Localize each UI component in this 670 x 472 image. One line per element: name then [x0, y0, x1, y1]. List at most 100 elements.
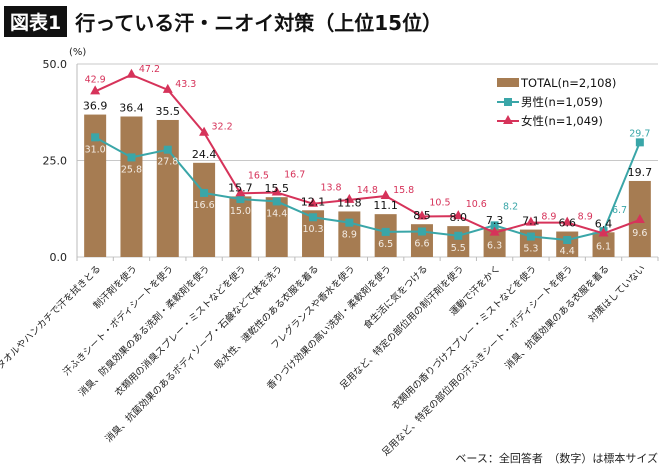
marker-female	[199, 126, 210, 136]
base-note: ベース：全回答者 （数字）は標本サイズ	[455, 452, 658, 465]
figure-title: 図表1 行っている汗・ニオイ対策（上位15位）	[4, 5, 443, 37]
legend-label-total: TOTAL(n=2,108)	[520, 76, 616, 90]
bar-total	[338, 211, 361, 257]
marker-male	[236, 195, 245, 204]
data-label-total: 8.5	[413, 209, 431, 222]
data-label-female: 6.1	[596, 241, 611, 252]
y-tick-label: 50.0	[43, 58, 68, 71]
marker-female	[489, 226, 500, 236]
marker-female	[453, 210, 464, 220]
data-label-male: 15.0	[230, 206, 251, 217]
marker-female	[634, 213, 645, 223]
marker-female	[162, 83, 173, 93]
x-category-label: 足用など、特定の部位用の制汗剤を使う	[337, 263, 466, 392]
data-label-total: 15.5	[264, 182, 289, 195]
data-label-total: 35.5	[156, 105, 181, 118]
data-label-total: 36.9	[83, 100, 108, 113]
marker-female	[416, 210, 427, 220]
data-label-female: 16.5	[248, 170, 269, 181]
marker-male	[381, 227, 390, 236]
data-label-male: 6.7	[612, 205, 627, 216]
data-label-total: 6.6	[558, 217, 576, 230]
data-label-male: 14.4	[266, 208, 287, 219]
data-label-female: 8.9	[541, 212, 556, 223]
data-label-female: 9.6	[632, 228, 647, 239]
marker-male	[163, 145, 172, 154]
marker-female	[344, 193, 355, 203]
data-label-total: 8.0	[450, 211, 468, 224]
bar-total	[265, 197, 288, 257]
marker-female	[380, 190, 391, 200]
data-label-total: 24.4	[192, 148, 217, 161]
marker-male	[127, 153, 136, 162]
data-label-female: 43.3	[175, 79, 196, 90]
marker-male	[454, 231, 463, 240]
marker-male	[309, 213, 318, 222]
bar-total	[592, 232, 615, 257]
figure-badge: 図表1	[4, 5, 68, 37]
marker-male	[91, 133, 100, 142]
data-label-female: 16.7	[284, 170, 305, 181]
data-label-female: 15.8	[393, 185, 414, 196]
marker-male	[272, 197, 281, 206]
data-label-male: 8.9	[342, 230, 357, 241]
data-label-total: 15.7	[228, 181, 253, 194]
marker-male	[635, 138, 644, 147]
data-label-female: 13.8	[320, 183, 341, 194]
data-label-male: 5.5	[451, 243, 466, 254]
marker-male	[526, 232, 535, 241]
marker-male	[563, 236, 572, 245]
marker-male	[200, 188, 209, 197]
data-label-female: 8.9	[578, 212, 593, 223]
bar-total	[84, 114, 107, 257]
marker-female	[235, 187, 246, 197]
data-label-total: 7.3	[486, 214, 504, 227]
data-label-female: 47.2	[139, 64, 160, 75]
marker-female	[271, 186, 282, 196]
data-label-male: 5.3	[523, 244, 538, 255]
data-label-total: 11.8	[337, 196, 362, 209]
data-label-male: 8.2	[503, 201, 518, 212]
legend-label-female: 女性(n=1,049)	[521, 114, 603, 128]
marker-female	[308, 197, 319, 207]
x-category-label: 香りづけ効果の高い洗剤・柔軟剤を使う	[264, 263, 393, 392]
data-label-male: 27.8	[157, 157, 178, 168]
x-category-label: 衣類用の消臭スプレー・ミストなどを使う	[112, 263, 248, 399]
data-label-total: 36.4	[119, 101, 144, 114]
legend-swatch-total	[497, 78, 519, 87]
data-label-female: 42.9	[85, 74, 106, 85]
marker-female	[126, 68, 137, 78]
y-tick-label: 25.0	[43, 155, 68, 168]
legend-marker-male	[504, 98, 512, 106]
y-tick-label: 0.0	[50, 251, 68, 264]
data-label-female: 10.6	[466, 199, 487, 210]
data-label-female: 10.5	[429, 197, 450, 208]
title-text: 行っている汗・ニオイ対策（上位15位）	[75, 10, 443, 35]
data-label-female: 32.2	[212, 122, 233, 133]
marker-male	[417, 227, 426, 236]
line-female	[94, 73, 641, 235]
marker-male	[490, 221, 499, 230]
legend-label-male: 男性(n=1,059)	[521, 95, 603, 109]
data-label-total: 11.1	[373, 199, 398, 212]
data-label-female: 6.3	[487, 241, 502, 252]
marker-female	[525, 216, 536, 226]
marker-female	[90, 85, 101, 95]
bar-total	[302, 210, 325, 257]
line-male	[94, 136, 641, 242]
bar-total	[229, 196, 252, 257]
data-label-male: 31.0	[85, 144, 106, 155]
marker-male	[345, 218, 354, 227]
bar-total	[156, 119, 179, 257]
data-label-total: 6.4	[595, 217, 613, 230]
data-label-male: 29.7	[629, 128, 650, 139]
data-label-total: 7.1	[522, 215, 540, 228]
data-label-male: 10.3	[302, 224, 323, 235]
marker-female	[562, 216, 573, 226]
y-axis-unit: (%)	[69, 47, 86, 58]
marker-female	[598, 227, 609, 237]
x-category-label: 食生活に気をつける	[361, 263, 430, 332]
data-label-total: 19.7	[628, 166, 653, 179]
